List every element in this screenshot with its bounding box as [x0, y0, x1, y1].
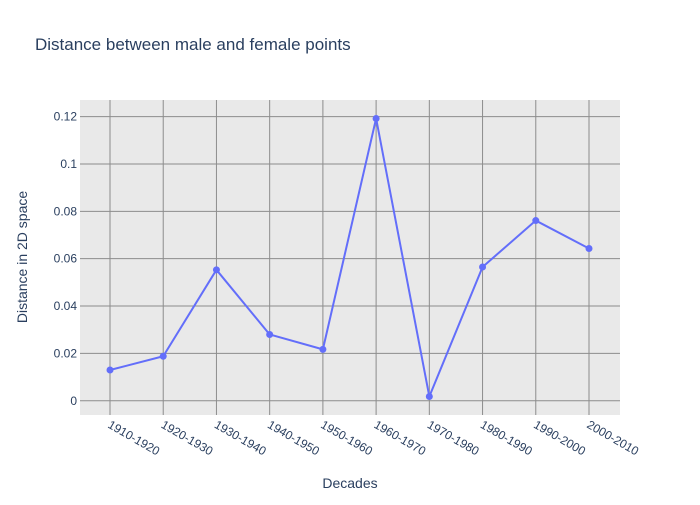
gridlines — [80, 100, 620, 415]
x-tick-label: 1990-2000 — [531, 417, 588, 458]
x-tick-label: 2000-2010 — [585, 417, 642, 458]
y-axis-ticks: 0 0.02 0.04 0.06 0.08 0.1 0.12 — [54, 110, 78, 408]
chart-title: Distance between male and female points — [35, 35, 351, 54]
data-point — [266, 330, 274, 338]
data-point — [159, 352, 167, 360]
data-point — [532, 217, 540, 225]
y-tick-label: 0 — [70, 394, 77, 408]
y-tick-label: 0.12 — [54, 110, 78, 124]
data-point — [319, 345, 327, 353]
x-tick-label: 1940-1950 — [265, 417, 322, 458]
x-tick-label: 1970-1980 — [425, 417, 482, 458]
x-tick-label: 1920-1930 — [159, 417, 216, 458]
y-tick-label: 0.04 — [54, 299, 78, 313]
y-tick-label: 0.06 — [54, 252, 78, 266]
series-line — [109, 117, 590, 398]
y-tick-label: 0.08 — [54, 204, 78, 218]
x-tick-label: 1980-1990 — [478, 417, 535, 458]
x-axis-title: Decades — [322, 475, 377, 491]
plot-area — [80, 100, 620, 415]
x-tick-label: 1960-1970 — [372, 417, 429, 458]
data-point — [585, 245, 593, 252]
x-axis-ticks: 1910-19201920-19301930-19401940-19501950… — [106, 417, 642, 458]
data-point — [479, 263, 487, 271]
data-point — [372, 114, 380, 122]
x-tick-label: 1950-1960 — [318, 417, 375, 458]
x-tick-label: 1930-1940 — [212, 417, 269, 458]
y-tick-label: 0.1 — [60, 157, 77, 171]
series-line-group — [106, 114, 593, 401]
data-point — [425, 393, 433, 401]
x-tick-label: 1910-1920 — [106, 417, 163, 458]
data-point — [212, 266, 220, 274]
y-axis-title: Distance in 2D space — [14, 191, 30, 324]
y-tick-label: 0.02 — [54, 346, 78, 360]
data-point — [106, 366, 114, 374]
